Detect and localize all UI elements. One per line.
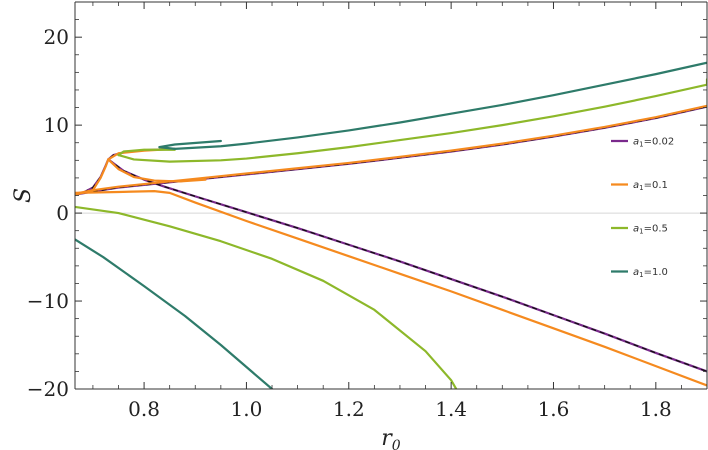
y-tick-label: 10 xyxy=(44,113,69,137)
legend-label: a1=0.02 xyxy=(633,137,674,149)
series-line-3-branch-2 xyxy=(117,78,707,163)
series-dashed-overlay-1-branch-3 xyxy=(107,158,707,373)
y-axis-title: S xyxy=(11,188,36,203)
legend-label: a1=1.0 xyxy=(633,267,668,279)
series-line-1-branch-3 xyxy=(107,158,707,373)
x-axis-title-subscript: 0 xyxy=(392,438,401,450)
series-line-3-branch-1 xyxy=(117,148,176,157)
tick-labels: 0.8 1.0 1.2 1.4 1.6 1.8 −20 −10 0 10 20 xyxy=(27,25,672,421)
legend-label: a1=0.1 xyxy=(633,180,668,192)
series-line-2-branch-2 xyxy=(75,104,707,195)
y-tick-label: −20 xyxy=(27,377,69,401)
legend-label: a1=0.5 xyxy=(633,224,668,236)
legend-entry-3: a1=0.5 xyxy=(611,224,668,236)
y-tick-label: 20 xyxy=(44,25,69,49)
y-tick-label: 0 xyxy=(56,201,69,225)
series-line-3-branch-3 xyxy=(75,205,458,389)
series-line-4-branch-3 xyxy=(75,238,274,389)
legend-entry-1: a1=0.02 xyxy=(611,137,674,149)
series-line-2-branch-4 xyxy=(75,190,707,387)
x-tick-label: 1.4 xyxy=(435,397,467,421)
x-tick-label: 1.0 xyxy=(231,397,263,421)
series-lines xyxy=(75,61,707,389)
legend-entry-2: a1=0.1 xyxy=(611,180,668,192)
legend-entry-4: a1=1.0 xyxy=(611,267,668,279)
legend: a1=0.02 a1=0.1 a1=0.5 a1=1.0 xyxy=(611,137,674,279)
x-tick-label: 1.2 xyxy=(333,397,365,421)
y-tick-label: −10 xyxy=(27,289,69,313)
x-tick-label: 0.8 xyxy=(128,397,160,421)
series-line-4-branch-1 xyxy=(158,139,222,149)
series-line-2-branch-3 xyxy=(107,158,207,183)
series-line-4-branch-2 xyxy=(158,61,707,150)
x-tick-label: 1.6 xyxy=(538,397,570,421)
axes xyxy=(74,1,708,390)
x-axis-title: r0 xyxy=(381,426,401,450)
tick-marks xyxy=(75,1,708,390)
x-tick-label: 1.8 xyxy=(640,397,672,421)
